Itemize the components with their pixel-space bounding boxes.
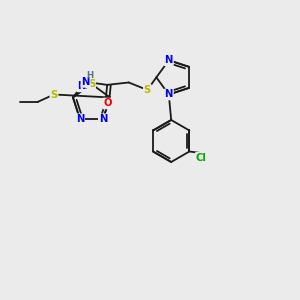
Text: N: N — [165, 89, 173, 100]
Text: H: H — [86, 71, 93, 80]
Text: S: S — [50, 89, 58, 100]
Text: S: S — [88, 79, 95, 89]
Text: H: H — [80, 78, 87, 87]
Text: Cl: Cl — [196, 153, 207, 163]
Text: N: N — [99, 114, 107, 124]
Text: N: N — [81, 77, 90, 87]
Text: N: N — [165, 55, 173, 65]
Text: N: N — [77, 81, 86, 92]
Text: N: N — [76, 114, 84, 124]
Text: S: S — [144, 85, 151, 95]
Text: O: O — [103, 98, 112, 109]
